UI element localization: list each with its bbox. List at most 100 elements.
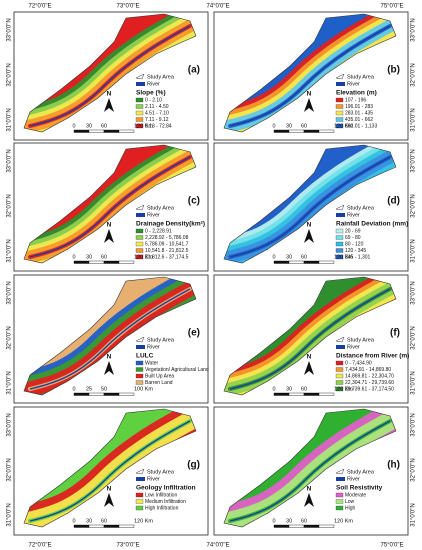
legend-item: Barren Land — [145, 380, 173, 386]
river-line — [29, 25, 191, 127]
river-icon — [136, 82, 145, 86]
river-label: River — [147, 212, 160, 218]
scale-bar-segment — [273, 260, 290, 264]
scale-bar-segment — [103, 129, 120, 133]
river-label: River — [347, 212, 360, 218]
scale-bar-segment — [73, 392, 90, 396]
longitude-label: 75°0'0"E — [380, 543, 403, 549]
legend-item: 0 - 2,228.91 — [145, 228, 172, 234]
latitude-label: 33°0'0"N — [7, 281, 13, 304]
legend-item: 345 - 1,301 — [345, 254, 371, 260]
legend-item: 0 - 2.10 — [145, 97, 162, 103]
river-icon — [336, 345, 345, 349]
north-arrow — [104, 361, 114, 375]
scale-label: 60 — [301, 123, 307, 129]
legend-swatch — [335, 110, 344, 116]
legend-swatch — [335, 241, 344, 247]
map-panel: 33°0'0"N 32°0'0"N 31°0'0"N (a) Study AreaRiv… — [7, 11, 209, 141]
legend-title: Rainfall Deviation (mm) — [336, 221, 408, 228]
longitude-label: 72°0'0"E — [28, 543, 51, 549]
legend-item: 662.01 - 1,133 — [345, 123, 377, 129]
latitude-label: 31°0'0"N — [411, 108, 417, 131]
scale-label: 60 — [101, 254, 107, 260]
longitude-label: 75°0'0"E — [380, 4, 403, 10]
river-label: River — [347, 81, 360, 87]
river-label: River — [347, 476, 360, 482]
longitude-label: 72°0'0"E — [28, 4, 51, 10]
scale-bar-segment — [273, 129, 290, 133]
legend-item: Low Infiltration — [145, 492, 177, 498]
scale-label: 30 — [286, 518, 292, 524]
map-outline — [23, 13, 197, 133]
scale-bar-segment — [318, 524, 335, 528]
legend-item: Medium Infiltration — [145, 499, 186, 505]
legend-title: Soil Resistivity — [336, 485, 383, 492]
latitude-label: 32°0'0"N — [7, 194, 13, 217]
scale-bar-segment — [73, 260, 90, 264]
scale-label: 120 Km — [134, 518, 153, 524]
scale-bar-segment — [118, 524, 135, 528]
legend-item: 29,739.61 - 37,174.50 — [345, 386, 394, 392]
scale-label: 120 Km — [334, 254, 353, 260]
scale-label: 60 — [101, 518, 107, 524]
river-line — [229, 156, 391, 258]
north-arrow — [104, 229, 114, 243]
latitude-label: 32°0'0"N — [411, 194, 417, 217]
north-arrow — [304, 361, 314, 375]
north-arrow — [304, 98, 314, 112]
legend-item: 20 - 69 — [345, 228, 361, 234]
longitude-label: 73°0'0"E — [116, 543, 139, 549]
scale-label: 30 — [286, 386, 292, 392]
scale-label: 60 — [301, 254, 307, 260]
study-area-label: Study Area — [147, 205, 175, 211]
scale-label: 120 Km — [134, 123, 153, 129]
legend-swatch — [335, 254, 344, 260]
study-area-icon — [135, 468, 145, 475]
scale-label: 30 — [86, 518, 92, 524]
map-panel: 33°0'0"N 32°0'0"N 31°0'0"N (c) Study AreaRiv… — [7, 142, 209, 272]
study-area-icon — [135, 336, 145, 343]
legend-title: Elevation (m) — [336, 90, 377, 97]
legend-item: High — [345, 505, 356, 511]
scale-label: 50 — [101, 386, 107, 392]
panel-label: (e) — [188, 328, 200, 339]
map-panel: 33°0'0"N 32°0'0"N 31°0'0"N (b) Study AreaRiv… — [213, 11, 417, 141]
scale-label: 30 — [86, 254, 92, 260]
longitude-label: 73°0'0"E — [116, 4, 139, 10]
scale-bar-segment — [303, 392, 320, 396]
scale-label: 0 — [272, 123, 275, 129]
legend-item: 2,228.92 - 5,786.08 — [145, 235, 189, 241]
latitude-label: 32°0'0"N — [7, 458, 13, 481]
scale-bar-segment — [88, 129, 105, 133]
scale-bar-segment — [118, 260, 135, 264]
scale-bar-segment — [318, 260, 335, 264]
legend-swatch — [135, 492, 144, 498]
scale-bar-segment — [88, 524, 105, 528]
legend-swatch — [135, 505, 144, 511]
legend-item: Built Up Area — [145, 373, 174, 379]
legend-item: 120 - 345 — [345, 248, 366, 254]
study-area-icon — [135, 204, 145, 211]
legend-item: 9.13 - 72.84 — [145, 123, 172, 129]
legend-swatch — [135, 499, 144, 504]
map-panel: 33°0'0"N 32°0'0"N 31°0'0"N (f) Study AreaRiv… — [213, 274, 417, 404]
latitude-label: 33°0'0"N — [7, 413, 13, 436]
scale-bar-segment — [318, 392, 335, 396]
river-label: River — [147, 476, 160, 482]
legend-item: 107 - 196 — [345, 97, 366, 103]
map-panel: 33°0'0"N 32°0'0"N 31°0'0"N (h) Study AreaRiv… — [213, 406, 417, 536]
legend-item: 22,304.71 - 29,739.60 — [345, 380, 394, 386]
latitude-label: 32°0'0"N — [411, 458, 417, 481]
legend-swatch — [335, 373, 344, 379]
latitude-label: 31°0'0"N — [411, 371, 417, 394]
legend-item: 5,786.09 - 10,541.7 — [145, 241, 189, 247]
north-label: N — [307, 486, 312, 493]
legend-swatch — [135, 241, 144, 247]
legend-item: 2.11 - 4.50 — [145, 104, 169, 110]
legend-item: 14,869.81 - 22,304.70 — [345, 373, 394, 379]
longitude-label: 74°0'0"E — [206, 4, 229, 10]
north-arrow — [304, 229, 314, 243]
scale-bar-segment — [103, 392, 120, 396]
legend-swatch — [335, 123, 344, 129]
river-line — [29, 156, 191, 258]
